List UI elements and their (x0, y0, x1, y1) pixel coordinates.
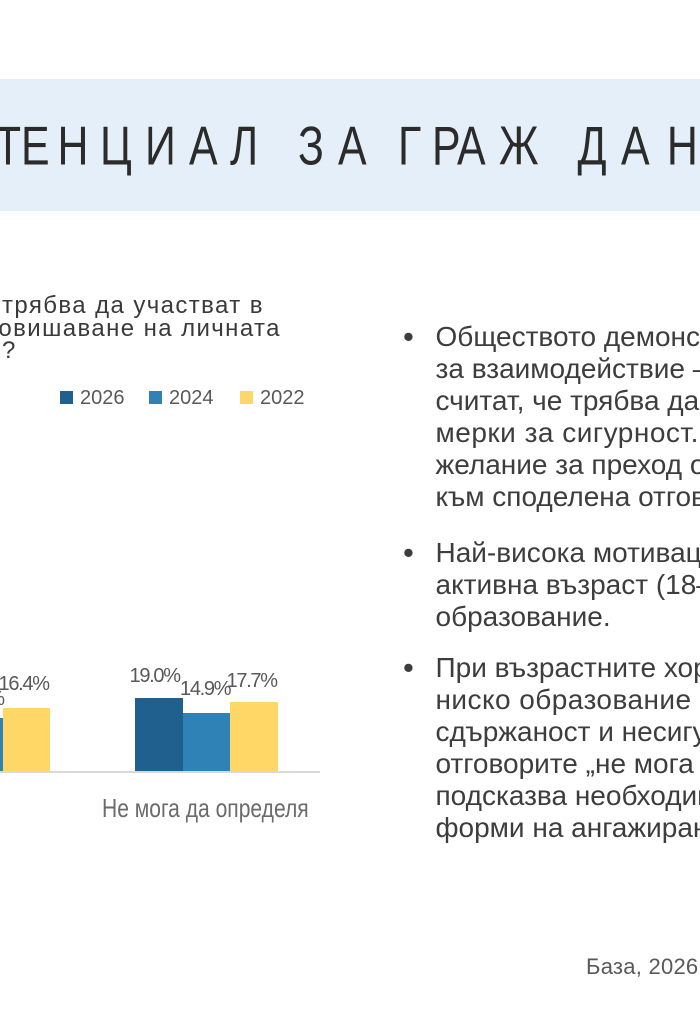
svg-text:ТЕНЦИАЛЗАГРАЖДАН: ТЕНЦИАЛЗАГРАЖДАН (0, 115, 698, 176)
